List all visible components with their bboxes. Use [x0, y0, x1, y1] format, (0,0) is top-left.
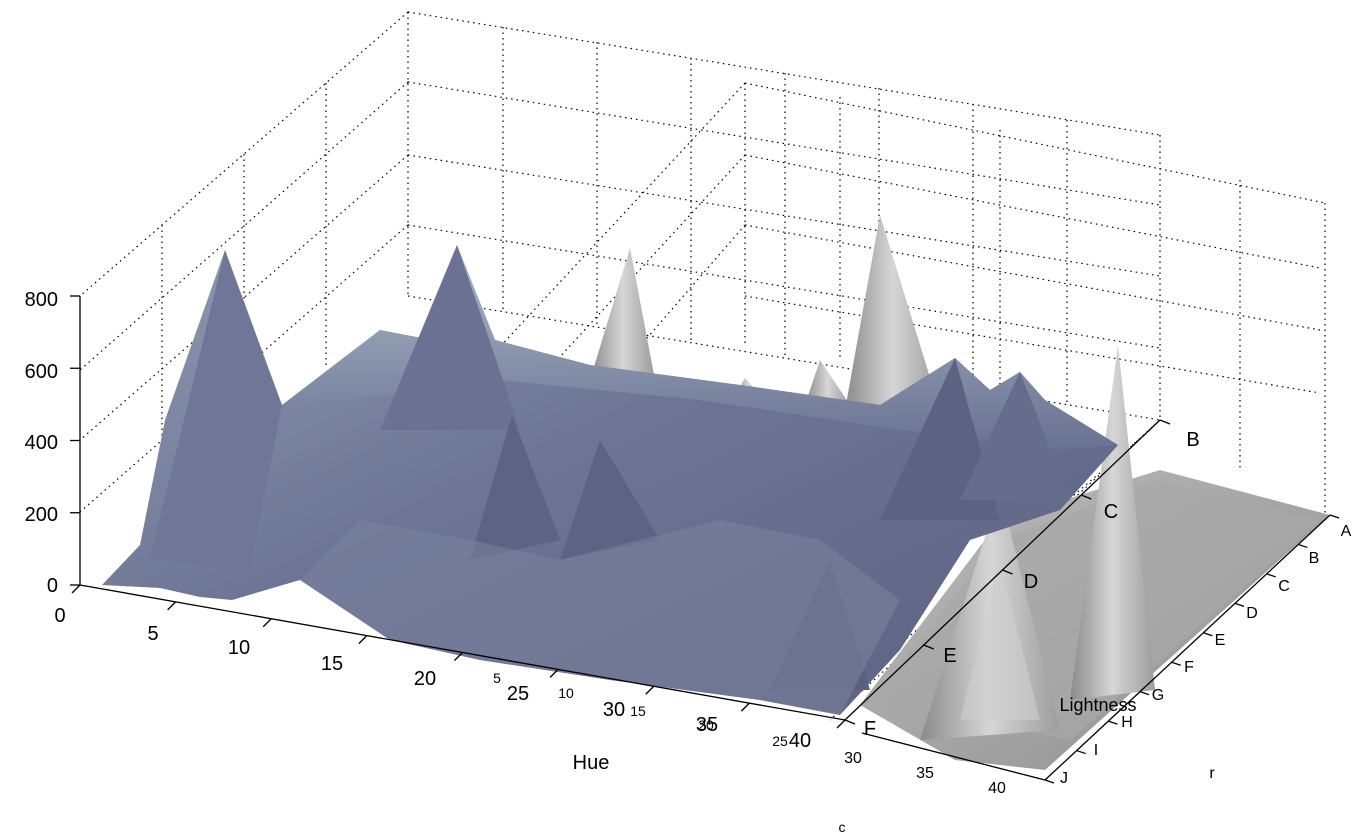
x-tick-mark: [454, 652, 463, 661]
sx-tick-5: 5: [493, 670, 501, 686]
r-tick-mark: [1203, 632, 1213, 637]
y-tick-E: E: [943, 645, 956, 667]
blue-peak-4: [560, 440, 660, 560]
y-tick-mark: [844, 719, 856, 725]
r-tick-mark: [1266, 573, 1276, 578]
hue-axis-label: Hue: [573, 752, 610, 774]
c-axis-label: c: [839, 819, 846, 834]
r-tick-J: J: [1060, 770, 1068, 787]
r-tick-mark: [1298, 543, 1308, 549]
y-tick-mark: [1081, 494, 1092, 500]
sx-tick-10: 10: [558, 685, 574, 701]
lightness-axis-label: Lightness: [1059, 695, 1136, 715]
z-tick-400: 400: [25, 432, 58, 454]
secondary-x-tick-labels: 5 10 15 20 25: [493, 670, 788, 749]
x-tick-mark: [549, 668, 559, 678]
r-tick-D: D: [1246, 605, 1258, 622]
r-tick-A: A: [1341, 523, 1352, 540]
x-tick-0: 0: [54, 605, 65, 627]
grey-peak-3: [805, 360, 850, 405]
y-tick-D: D: [1024, 571, 1038, 593]
x-tick-mark: [645, 685, 655, 695]
x-tick-35: 35: [696, 714, 718, 736]
y-tick-mark: [1159, 419, 1171, 425]
x-tick-mark: [836, 719, 846, 729]
y-tick-F: F: [864, 718, 876, 740]
sx-tick-15: 15: [630, 703, 646, 719]
x-tick-mark: [262, 618, 272, 628]
x-tick-mark: [740, 702, 750, 712]
r-tick-G: G: [1152, 687, 1164, 704]
y-tick-labels: B C D E F: [864, 429, 1200, 740]
r-tick-H: H: [1121, 714, 1133, 731]
grey-surface: [590, 215, 1330, 770]
x-tick-5: 5: [147, 623, 158, 645]
r-tick-mark: [1329, 514, 1340, 519]
blue-surface: [102, 245, 1118, 715]
r-tick-mark: [1171, 661, 1181, 666]
grey-peak-6: [1070, 345, 1155, 700]
r-tick-mark: [1076, 749, 1086, 755]
grid-box: [79, 11, 1326, 721]
blue-peak-1: [150, 250, 282, 570]
x-tick-40: 40: [789, 730, 811, 752]
x-tick-20: 20: [414, 668, 436, 690]
c-tick-35: 35: [916, 765, 934, 782]
r-tick-mark: [1044, 779, 1055, 784]
x-tick-mark: [71, 584, 81, 594]
y-tick-B: B: [1186, 429, 1199, 451]
r-tick-C: C: [1278, 578, 1290, 595]
sx-tick-25: 25: [772, 733, 788, 749]
r-tick-E: E: [1215, 632, 1226, 649]
x-tick-30: 30: [603, 699, 625, 721]
r-tick-mark: [1108, 720, 1118, 725]
y-tick-C: C: [1104, 501, 1118, 523]
r-tick-F: F: [1184, 659, 1194, 676]
c-tick-40: 40: [988, 780, 1006, 797]
r-tick-mark: [1139, 691, 1150, 696]
ticks: [70, 295, 1340, 784]
z-tick-labels: 0 200 400 600 800: [25, 289, 58, 597]
grey-peak-1: [590, 248, 655, 380]
grey-peak-4: [845, 215, 940, 410]
x-tick-labels: 0 5 10 15 20 25 30 35 40: [54, 605, 811, 752]
x-tick-mark: [167, 601, 177, 611]
blue-peak-6: [960, 372, 1070, 500]
y-tick-mark: [923, 644, 934, 650]
z-tick-0: 0: [47, 575, 58, 597]
r-tick-B: B: [1309, 550, 1320, 567]
x-tick-15: 15: [321, 653, 343, 675]
c-tick-labels: 30 35 40: [844, 750, 1006, 797]
r-tick-I: I: [1094, 742, 1098, 759]
r-tick-labels: A B C D E F G H I J: [1060, 523, 1352, 787]
x-tick-10: 10: [228, 637, 250, 659]
x-tick-25: 25: [507, 683, 529, 705]
blue-peak-3: [470, 415, 560, 560]
y-tick-mark: [1002, 569, 1013, 575]
c-tick-30: 30: [844, 750, 862, 767]
r-axis-label: r: [1209, 765, 1215, 782]
z-tick-600: 600: [25, 361, 58, 383]
z-tick-200: 200: [25, 504, 58, 526]
x-tick-mark: [358, 635, 368, 645]
r-tick-mark: [1234, 602, 1245, 607]
z-tick-800: 800: [25, 289, 58, 311]
sx-tick-20: 20: [698, 717, 714, 733]
blue-peak-2: [380, 245, 520, 430]
